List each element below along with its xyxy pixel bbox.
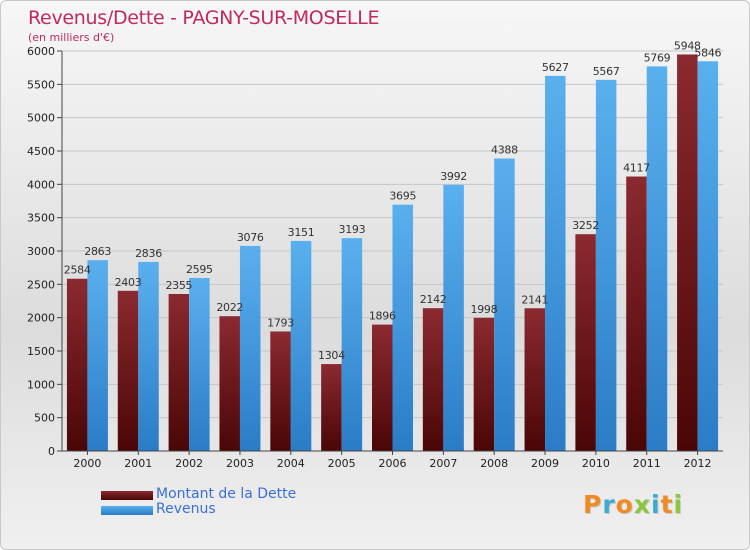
x-tick-label: 2006: [379, 457, 407, 470]
data-label-revenus: 3076: [237, 231, 264, 244]
data-label-revenus: 3151: [288, 226, 315, 239]
data-label-revenus: 2863: [84, 245, 111, 258]
bar-dette: [219, 316, 240, 451]
y-tick-label: 0: [48, 445, 55, 458]
y-tick-label: 5000: [27, 112, 55, 125]
data-label-revenus: 2595: [186, 263, 213, 276]
bar-dette: [677, 54, 698, 451]
bar-revenus: [290, 240, 312, 451]
chart-title: Revenus/Dette - PAGNY-SUR-MOSELLE: [28, 7, 380, 29]
bar-layer: [66, 54, 719, 452]
bar-dette: [422, 308, 444, 451]
bar-revenus: [341, 238, 363, 451]
legend-label-dette: Montant de la Dette: [156, 486, 297, 502]
data-label-dette: 4117: [623, 162, 650, 175]
bar-revenus: [138, 261, 159, 451]
y-tick-label: 6000: [27, 45, 55, 58]
x-tick-label: 2005: [328, 457, 356, 470]
data-label-dette: 3252: [572, 219, 599, 232]
data-label-revenus: 5567: [593, 65, 620, 78]
data-label-dette: 2403: [115, 276, 142, 289]
bar-dette: [372, 324, 393, 451]
data-label-revenus: 3193: [339, 223, 366, 236]
y-tick-label: 2500: [27, 278, 55, 291]
logo-letter: i: [651, 490, 661, 519]
logo-letter: i: [673, 490, 684, 519]
x-tick-label: 2002: [175, 457, 203, 470]
bar-revenus: [494, 158, 515, 451]
bar-revenus: [697, 61, 719, 452]
data-label-revenus: 5627: [542, 61, 569, 74]
bar-dette: [117, 290, 139, 451]
x-tick-label: 2008: [480, 457, 508, 470]
legend-swatch-dette: [101, 491, 153, 500]
data-label-revenus: 3992: [440, 170, 467, 183]
logo-letter: t: [660, 490, 674, 519]
y-tick-label: 500: [34, 412, 55, 425]
data-label-dette: 1998: [471, 303, 498, 316]
axis-layer: 0 500 1000 1500 2000 2500 3000 3500 4000 4500 5000…: [27, 45, 723, 470]
bar-revenus: [392, 204, 413, 451]
bar-dette: [524, 308, 546, 451]
y-tick-label: 1500: [27, 345, 55, 358]
data-label-revenus: 5769: [644, 51, 671, 64]
logo-letter: o: [615, 490, 634, 519]
data-label-dette: 1793: [267, 316, 294, 329]
x-tick-label: 2001: [124, 457, 152, 470]
legend-swatch-revenus: [101, 506, 153, 515]
bar-dette: [321, 364, 342, 451]
x-tick-label: 2010: [582, 457, 610, 470]
data-label-revenus: 2836: [135, 247, 162, 260]
bar-revenus: [595, 79, 617, 451]
y-tick-label: 3000: [27, 245, 55, 258]
y-tick-label: 4500: [27, 145, 55, 158]
bar-revenus: [545, 75, 566, 451]
legend-label-revenus: Revenus: [156, 501, 216, 517]
data-label-revenus: 5846: [694, 46, 721, 59]
label-layer: 2584 2863 2403 2836 2355 2595 2022 3076 1793 3151…: [64, 39, 722, 362]
data-label-dette: 2355: [165, 279, 192, 292]
data-label-dette: 5948: [674, 39, 701, 52]
x-tick-label: 2004: [277, 457, 305, 470]
y-tick-label: 2000: [27, 312, 55, 325]
bar-revenus: [443, 184, 464, 451]
y-tick-label: 5500: [27, 78, 55, 91]
x-tick-label: 2003: [226, 457, 254, 470]
y-tick-label: 3500: [27, 212, 55, 225]
x-tick-label: 2007: [429, 457, 457, 470]
bar-revenus: [189, 278, 210, 451]
bar-revenus: [646, 66, 668, 452]
bar-dette: [575, 234, 596, 451]
chart-subtitle: (en milliers d'€): [28, 31, 115, 44]
bar-revenus: [87, 260, 108, 451]
bar-dette: [626, 176, 647, 452]
proxiti-logo: Proxiti: [583, 490, 683, 519]
data-label-revenus: 3695: [389, 190, 416, 203]
bar-dette: [270, 331, 291, 451]
y-tick-label: 4000: [27, 178, 55, 191]
x-tick-label: 2012: [684, 457, 712, 470]
bar-dette: [473, 317, 495, 451]
data-label-dette: 2141: [521, 293, 548, 306]
y-tick-label: 1000: [27, 378, 55, 391]
bar-revenus: [239, 245, 261, 451]
data-label-dette: 1304: [318, 349, 345, 362]
bar-dette: [168, 294, 190, 451]
logo-letter: P: [583, 490, 603, 519]
bar-dette: [66, 278, 88, 451]
data-label-dette: 2022: [216, 301, 243, 314]
x-tick-label: 2009: [531, 457, 559, 470]
logo-letter: x: [633, 490, 651, 519]
data-label-dette: 2142: [420, 293, 447, 306]
x-tick-label: 2000: [73, 457, 101, 470]
data-label-dette: 2584: [64, 264, 91, 277]
logo-letter: r: [602, 490, 616, 519]
data-label-dette: 1896: [369, 310, 396, 323]
data-label-revenus: 4388: [491, 143, 518, 156]
x-tick-label: 2011: [633, 457, 661, 470]
